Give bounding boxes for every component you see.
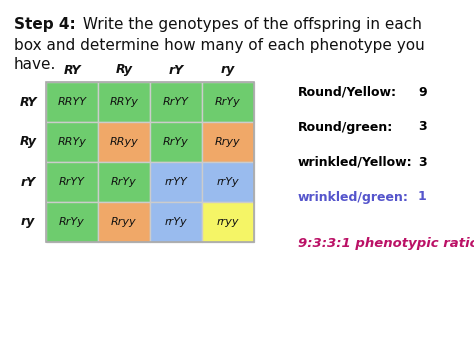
Text: RRyy: RRyy [109, 137, 138, 147]
Text: RRYY: RRYY [57, 97, 86, 107]
Text: ry: ry [221, 64, 235, 76]
Text: Round/green:: Round/green: [298, 120, 393, 133]
Text: RY: RY [19, 95, 37, 109]
Text: rrYy: rrYy [164, 217, 187, 227]
Text: RrYy: RrYy [111, 177, 137, 187]
Text: Ry: Ry [116, 64, 133, 76]
Text: Rryy: Rryy [111, 217, 137, 227]
Text: 1: 1 [418, 191, 427, 203]
Text: RRYy: RRYy [109, 97, 138, 107]
Bar [150, 122, 202, 162]
Bar [202, 162, 254, 202]
Bar [98, 82, 150, 122]
Bar [150, 202, 202, 242]
Text: RRYy: RRYy [57, 137, 86, 147]
Text: rryy: rryy [217, 217, 239, 227]
Text: Step 4:: Step 4: [14, 17, 76, 32]
Bar [46, 82, 254, 242]
Bar [46, 162, 98, 202]
Bar [202, 202, 254, 242]
Bar [150, 82, 202, 122]
Bar [98, 202, 150, 242]
Text: Ry: Ry [19, 136, 36, 148]
Text: 3: 3 [418, 155, 427, 169]
Bar [46, 82, 98, 122]
Text: rrYY: rrYY [164, 177, 187, 187]
Text: 3: 3 [418, 120, 427, 133]
Text: 9:3:3:1 phenotypic ratio: 9:3:3:1 phenotypic ratio [298, 236, 474, 250]
Text: 9: 9 [418, 86, 427, 98]
Text: wrinkled/green:: wrinkled/green: [298, 191, 409, 203]
Bar [202, 82, 254, 122]
Text: RY: RY [63, 64, 81, 76]
Bar [98, 122, 150, 162]
Bar [98, 162, 150, 202]
Text: RrYY: RrYY [59, 177, 85, 187]
Text: RrYy: RrYy [215, 97, 241, 107]
Text: RrYY: RrYY [163, 97, 189, 107]
Text: RrYy: RrYy [59, 217, 85, 227]
Text: rY: rY [20, 175, 36, 189]
Text: Rryy: Rryy [215, 137, 241, 147]
Text: wrinkled/Yellow:: wrinkled/Yellow: [298, 155, 413, 169]
Text: ry: ry [21, 215, 35, 229]
Bar [46, 202, 98, 242]
Text: rY: rY [168, 64, 183, 76]
Text: Write the genotypes of the offspring in each: Write the genotypes of the offspring in … [78, 17, 422, 32]
Text: Round/Yellow:: Round/Yellow: [298, 86, 397, 98]
Bar [46, 122, 98, 162]
Bar [150, 162, 202, 202]
Text: RrYy: RrYy [163, 137, 189, 147]
Text: box and determine how many of each phenotype you: box and determine how many of each pheno… [14, 38, 425, 53]
Text: have.: have. [14, 57, 56, 72]
Text: rrYy: rrYy [217, 177, 239, 187]
Bar [202, 122, 254, 162]
